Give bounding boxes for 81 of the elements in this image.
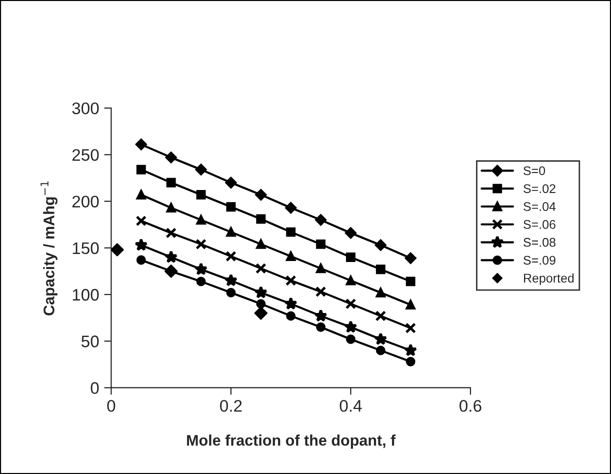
point: [376, 288, 386, 298]
point: [196, 190, 206, 200]
point: [136, 255, 146, 265]
point: [256, 214, 266, 224]
y-tick-label: 0: [90, 382, 99, 394]
point: [196, 215, 206, 225]
point: [376, 346, 386, 356]
legend-label: S=.04: [524, 202, 556, 211]
point: [226, 250, 236, 262]
x-tick-label: 0.2: [220, 400, 242, 412]
point: [285, 202, 297, 214]
point: [255, 262, 266, 274]
point: [316, 264, 326, 274]
point: [136, 164, 146, 174]
x-tick-label: 0.6: [460, 400, 482, 412]
legend-label: Reported: [524, 273, 574, 286]
point: [194, 262, 208, 276]
y-tick-label: 300: [72, 102, 99, 114]
y-tick-label: 250: [72, 149, 99, 161]
point: [225, 176, 237, 188]
x-axis-title: Mole fraction of the dopant, f: [187, 434, 396, 449]
point: [256, 299, 266, 309]
point: [165, 152, 177, 164]
x-tick-label: 0.4: [340, 400, 362, 412]
point: [286, 311, 296, 321]
point: [405, 322, 416, 334]
point: [136, 215, 147, 226]
point: [255, 189, 267, 200]
point: [254, 286, 268, 298]
point: [406, 276, 416, 286]
point: [166, 203, 176, 213]
point: [316, 239, 326, 249]
point: [111, 243, 124, 256]
point: [344, 320, 358, 333]
point: [346, 276, 356, 286]
point: [375, 310, 386, 322]
point: [134, 238, 148, 251]
y-tick-label: 200: [72, 196, 99, 208]
point: [286, 227, 296, 237]
legend-label: S=.06: [524, 220, 556, 229]
point: [254, 306, 268, 320]
y-tick-label: 100: [72, 288, 99, 301]
point: [226, 202, 236, 212]
point: [315, 214, 326, 226]
point: [196, 238, 206, 250]
point: [135, 138, 147, 150]
point: [256, 239, 266, 249]
point: [376, 264, 386, 274]
point: [196, 276, 206, 286]
point: [406, 300, 416, 310]
point: [195, 164, 207, 176]
point: [285, 275, 296, 286]
point: [345, 227, 356, 239]
point: [286, 252, 296, 262]
point: [316, 322, 326, 332]
point: [404, 252, 416, 264]
point: [226, 227, 236, 237]
point: [315, 286, 326, 298]
x-tick-label: 0: [107, 400, 116, 412]
y-axis-title: Capacity / mAhg$^{−1}$: [40, 181, 58, 316]
point: [345, 298, 356, 310]
legend-label: S=.09: [524, 256, 556, 265]
point: [136, 190, 146, 200]
legend-label: S=.02: [524, 184, 556, 194]
legend-label: S=0: [524, 166, 546, 176]
y-tick-label: 150: [72, 242, 99, 254]
point: [284, 297, 298, 310]
y-tick-label: 50: [82, 336, 99, 348]
point: [314, 309, 328, 322]
point: [404, 344, 418, 356]
point: [224, 274, 238, 286]
point: [374, 239, 386, 251]
point: [346, 252, 356, 262]
point: [346, 334, 356, 344]
point: [406, 356, 416, 366]
point: [226, 288, 236, 298]
point: [166, 228, 176, 238]
point: [166, 178, 176, 188]
point: [164, 250, 178, 263]
legend-label: S=.08: [524, 238, 556, 247]
point: [374, 332, 388, 345]
